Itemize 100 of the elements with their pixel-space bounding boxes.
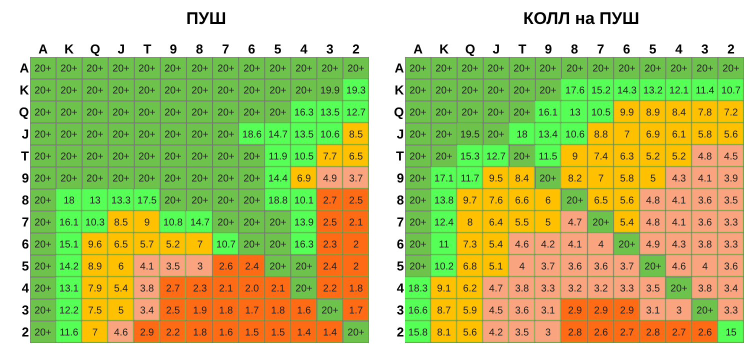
text: 20+ — [138, 108, 156, 118]
y-tick-label: J — [396, 126, 404, 142]
y-tick-label: K — [394, 82, 405, 98]
data-label: 10.5 — [294, 152, 314, 162]
data-label: 2.7 — [166, 284, 180, 294]
text: 20+ — [244, 108, 260, 118]
data-label: 5.9 — [463, 306, 478, 316]
text: 20+ — [218, 86, 234, 96]
text: 20+ — [488, 86, 504, 96]
text: 20+ — [348, 328, 364, 338]
text: 20+ — [410, 174, 426, 184]
text: 20+ — [112, 86, 130, 96]
data-label: 4.2 — [489, 328, 504, 338]
text: 20+ — [34, 284, 52, 294]
text: 20+ — [218, 152, 234, 162]
data-label: 10.6 — [320, 130, 340, 140]
text: 20+ — [192, 86, 208, 96]
data-label: 4.6 — [114, 328, 128, 338]
data-label: 6.9 — [297, 174, 312, 184]
data-label: 6.5 — [349, 152, 364, 162]
x-tick-label: 9 — [544, 41, 552, 56]
text: 20+ — [244, 218, 260, 228]
data-label: 1.8 — [349, 284, 364, 294]
text: 20+ — [670, 64, 688, 74]
data-label: 2.6 — [219, 262, 234, 272]
text: 20+ — [192, 174, 208, 184]
data-label: 5.8 — [620, 174, 634, 184]
x-tick-label: 6 — [248, 41, 256, 56]
data-label: 16.1 — [538, 108, 558, 118]
data-label: 10.8 — [163, 218, 184, 228]
data-label: 3.2 — [568, 284, 582, 294]
data-label: 2.4 — [323, 262, 338, 272]
data-label: 17.6 — [565, 86, 586, 96]
data-label: 13.4 — [538, 130, 558, 140]
data-label: 9.5 — [489, 174, 504, 184]
data-label: 18 — [63, 196, 75, 206]
data-label: 13.8 — [434, 196, 454, 206]
data-label: 9.9 — [620, 108, 634, 118]
data-label: 13.3 — [111, 196, 132, 206]
text: 20+ — [566, 64, 584, 74]
data-label: 6.1 — [672, 130, 686, 140]
x-tick-label: 3 — [701, 41, 708, 56]
data-label: 3.4 — [724, 284, 738, 294]
data-label: 3.6 — [698, 196, 712, 206]
data-label: 9 — [144, 218, 150, 228]
data-label: 19.3 — [346, 86, 366, 96]
text: 20+ — [86, 152, 104, 162]
data-label: 4.9 — [323, 174, 338, 184]
text: 20+ — [644, 262, 662, 272]
text: 20+ — [34, 174, 52, 184]
data-label: 13.5 — [320, 108, 340, 118]
data-label: 3.6 — [515, 306, 530, 316]
data-label: 3.3 — [724, 306, 738, 316]
text: 20+ — [410, 240, 426, 250]
text: 20+ — [488, 108, 504, 118]
text: 20+ — [540, 86, 556, 96]
data-label: 3 — [545, 328, 552, 338]
text: 20+ — [138, 130, 156, 140]
data-label: 2.7 — [323, 196, 338, 206]
data-label: 4.2 — [541, 240, 556, 250]
text: 20+ — [436, 108, 452, 118]
y-tick-label: 2 — [22, 324, 29, 340]
text: 20+ — [164, 196, 182, 206]
text: 20+ — [164, 64, 182, 74]
text: 20+ — [86, 130, 104, 140]
x-tick-label: 7 — [596, 41, 604, 56]
y-tick-label: 7 — [396, 214, 404, 230]
data-label: 8.7 — [437, 306, 452, 316]
data-label: 2.2 — [323, 284, 338, 294]
data-label: 4 — [598, 240, 604, 250]
y-tick-label: 4 — [22, 280, 30, 296]
data-label: 2.6 — [698, 328, 712, 338]
data-label: 18 — [516, 130, 528, 140]
text: 20+ — [164, 108, 182, 118]
data-label: 3 — [197, 262, 204, 272]
data-label: 16.6 — [408, 306, 428, 316]
data-label: 5.6 — [463, 328, 478, 338]
data-label: 14.2 — [59, 262, 80, 272]
data-label: 10.7 — [216, 240, 236, 250]
data-label: 2.2 — [166, 328, 180, 338]
data-label: 6 — [545, 196, 552, 206]
text: 20+ — [192, 108, 208, 118]
x-tick-label: 9 — [170, 41, 178, 56]
data-label: 7.9 — [88, 284, 102, 294]
data-label: 12.4 — [434, 218, 454, 228]
data-label: 5.5 — [515, 218, 530, 228]
data-label: 4.1 — [698, 174, 712, 184]
text: 20+ — [296, 284, 312, 294]
data-label: 1.8 — [219, 306, 234, 316]
data-label: 3.8 — [140, 284, 154, 294]
text: 20+ — [244, 196, 260, 206]
text: 20+ — [60, 152, 78, 162]
data-label: 19.9 — [320, 86, 340, 96]
x-tick-label: K — [64, 41, 74, 56]
data-label: 3.6 — [594, 262, 608, 272]
data-label: 5.4 — [489, 240, 504, 250]
text: 20+ — [112, 174, 130, 184]
text: 20+ — [618, 64, 636, 74]
y-tick-label: T — [396, 148, 404, 164]
text: 20+ — [86, 64, 104, 74]
